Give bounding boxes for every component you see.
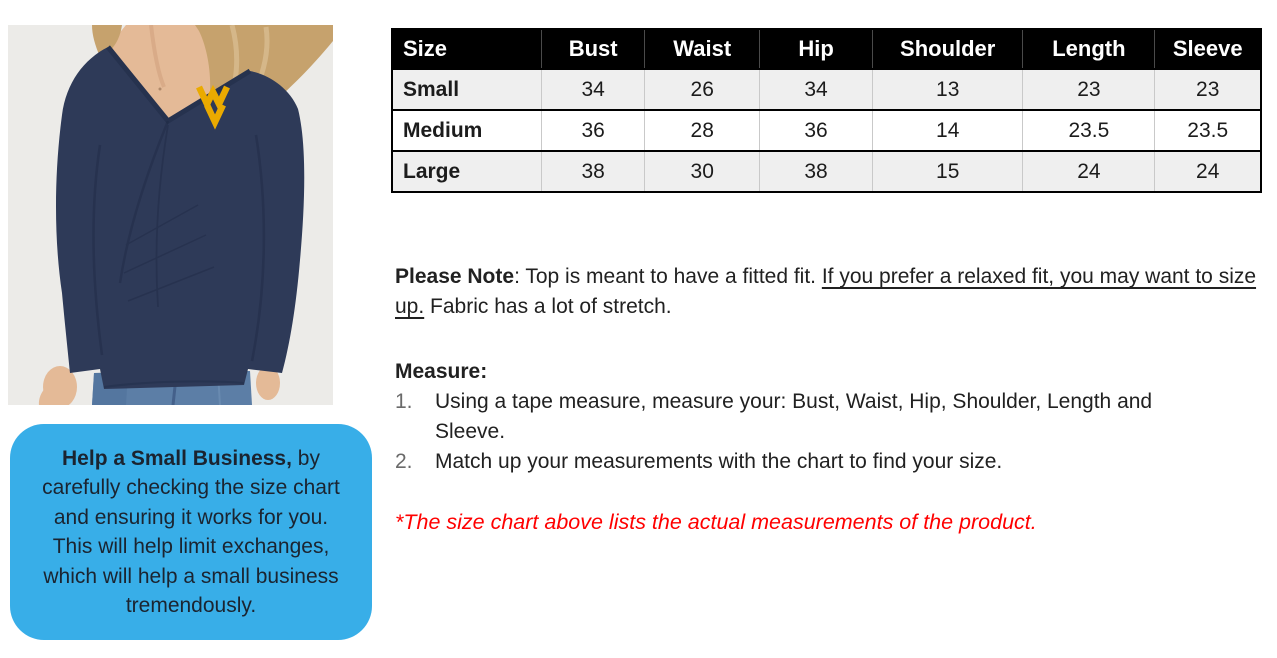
measurement-cell: 23	[1154, 68, 1261, 110]
measure-instructions-list: 1. Using a tape measure, measure your: B…	[395, 387, 1225, 477]
measurement-cell: 23	[1022, 68, 1156, 110]
size-chart-header-row: Size Bust Waist Hip Shoulder Length Slee…	[392, 29, 1261, 69]
measure-step-1: 1. Using a tape measure, measure your: B…	[395, 387, 1225, 447]
size-name-cell: Small	[392, 68, 542, 110]
neckline-trim	[106, 45, 252, 125]
measurement-cell: 13	[872, 68, 1024, 110]
neck-shadow	[149, 25, 166, 88]
flying-wv-logo	[196, 84, 230, 130]
actual-measurements-footnote: *The size chart above lists the actual m…	[395, 510, 1037, 534]
fit-note-label: Please Note	[395, 265, 515, 288]
size-chart-row: Large 38 30 38 15 24 24	[392, 150, 1261, 192]
product-photo	[8, 25, 333, 405]
measure-heading: Measure:	[395, 360, 488, 383]
size-chart-tbody: Small 34 26 34 13 23 23 Medium 36 28 36 14 23.5 23.5 L…	[392, 68, 1261, 192]
fit-note-underlined: If you prefer a relaxed fit, you may wan…	[395, 265, 1257, 318]
arm-shading-right	[250, 134, 266, 362]
measurement-cell: 34	[759, 68, 874, 110]
list-number: 1.	[395, 390, 413, 413]
measurement-cell: 24	[1154, 150, 1261, 192]
size-chart-row: Small 34 26 34 13 23 23	[392, 68, 1261, 110]
measurement-cell: 14	[872, 109, 1024, 151]
model-hand-right	[256, 366, 280, 400]
fit-note: Please Note: Top is meant to have a fitt…	[395, 265, 1257, 318]
measurement-cell: 34	[541, 68, 646, 110]
column-header-bust: Bust	[541, 29, 646, 69]
size-chart-row: Medium 36 28 36 14 23.5 23.5	[392, 109, 1261, 151]
measurement-cell: 28	[644, 109, 761, 151]
column-header-sleeve: Sleeve	[1154, 29, 1261, 69]
measurement-cell: 38	[541, 150, 646, 192]
small-business-note-text: Help a Small Business, by carefully chec…	[42, 446, 340, 618]
measurement-cell: 15	[872, 150, 1024, 192]
measurement-cell: 23.5	[1154, 109, 1261, 151]
measurement-cell: 23.5	[1022, 109, 1156, 151]
measurement-cell: 36	[759, 109, 874, 151]
measure-step-2: 2. Match up your measurements with the c…	[395, 447, 1225, 477]
measurement-cell: 30	[644, 150, 761, 192]
size-name-cell: Medium	[392, 109, 542, 151]
wrap-folds	[118, 120, 215, 308]
measurement-cell: 38	[759, 150, 874, 192]
column-header-length: Length	[1022, 29, 1156, 69]
small-business-note-bold: Help a Small Business,	[62, 446, 292, 470]
wrap-top	[56, 47, 305, 389]
model-hair-left	[92, 25, 122, 57]
product-photo-illustration	[8, 25, 333, 405]
column-header-waist: Waist	[644, 29, 761, 69]
arm-shading-left	[92, 144, 104, 356]
beauty-mark	[158, 87, 162, 91]
measurement-cell: 26	[644, 68, 761, 110]
measurement-cell: 36	[541, 109, 646, 151]
column-header-shoulder: Shoulder	[872, 29, 1024, 69]
list-number: 2.	[395, 450, 413, 473]
measurement-cell: 24	[1022, 150, 1156, 192]
small-business-note-bubble: Help a Small Business, by carefully chec…	[10, 424, 372, 640]
size-info-column: Size Bust Waist Hip Shoulder Length Slee…	[391, 28, 1262, 638]
column-header-size: Size	[392, 29, 542, 69]
model-hand-left	[38, 366, 77, 405]
size-name-cell: Large	[392, 150, 542, 192]
column-header-hip: Hip	[759, 29, 874, 69]
hem-shadow	[103, 380, 245, 388]
size-chart-table: Size Bust Waist Hip Shoulder Length Slee…	[391, 28, 1262, 193]
